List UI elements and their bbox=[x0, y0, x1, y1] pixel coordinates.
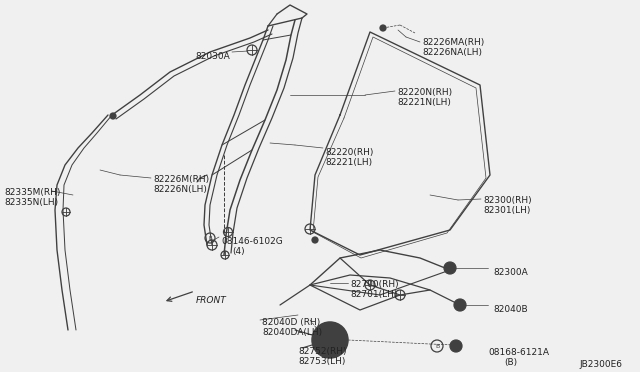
Text: 82300A: 82300A bbox=[493, 268, 528, 277]
Text: FRONT: FRONT bbox=[196, 296, 227, 305]
Text: B: B bbox=[208, 235, 212, 241]
Text: 82226N(LH): 82226N(LH) bbox=[153, 185, 207, 194]
Text: 82300(RH): 82300(RH) bbox=[483, 196, 532, 205]
Circle shape bbox=[312, 322, 348, 358]
Circle shape bbox=[380, 25, 386, 31]
Text: 82700(RH): 82700(RH) bbox=[350, 280, 399, 289]
Text: JB2300E6: JB2300E6 bbox=[579, 360, 622, 369]
Circle shape bbox=[453, 343, 459, 349]
Text: 82220(RH): 82220(RH) bbox=[325, 148, 373, 157]
Text: (4): (4) bbox=[232, 247, 244, 256]
Text: 82030A: 82030A bbox=[195, 52, 230, 61]
Text: 82335N(LH): 82335N(LH) bbox=[4, 198, 58, 207]
Text: 82221N(LH): 82221N(LH) bbox=[397, 98, 451, 107]
Text: 82301(LH): 82301(LH) bbox=[483, 206, 531, 215]
Text: 08146-6102G: 08146-6102G bbox=[221, 237, 283, 246]
Circle shape bbox=[454, 299, 466, 311]
Text: (B): (B) bbox=[504, 358, 517, 367]
Text: 08168-6121A: 08168-6121A bbox=[488, 348, 549, 357]
Circle shape bbox=[450, 340, 462, 352]
Text: 82335M(RH): 82335M(RH) bbox=[4, 188, 60, 197]
Text: B: B bbox=[435, 343, 439, 349]
Text: 82226NA(LH): 82226NA(LH) bbox=[422, 48, 482, 57]
Text: 82220N(RH): 82220N(RH) bbox=[397, 88, 452, 97]
Text: 82040DA(LH): 82040DA(LH) bbox=[262, 328, 322, 337]
Text: 82752(RH): 82752(RH) bbox=[298, 347, 346, 356]
Text: 82753(LH): 82753(LH) bbox=[298, 357, 346, 366]
Circle shape bbox=[457, 302, 463, 308]
Text: 82221(LH): 82221(LH) bbox=[325, 158, 372, 167]
Text: 82701(LH): 82701(LH) bbox=[350, 290, 397, 299]
Text: 82226M(RH): 82226M(RH) bbox=[153, 175, 209, 184]
Text: 82226MA(RH): 82226MA(RH) bbox=[422, 38, 484, 47]
Text: 82040B: 82040B bbox=[493, 305, 527, 314]
Circle shape bbox=[447, 265, 453, 271]
Circle shape bbox=[444, 262, 456, 274]
Circle shape bbox=[312, 237, 318, 243]
Text: 82040D (RH): 82040D (RH) bbox=[262, 318, 320, 327]
Circle shape bbox=[110, 113, 116, 119]
Circle shape bbox=[320, 330, 340, 350]
